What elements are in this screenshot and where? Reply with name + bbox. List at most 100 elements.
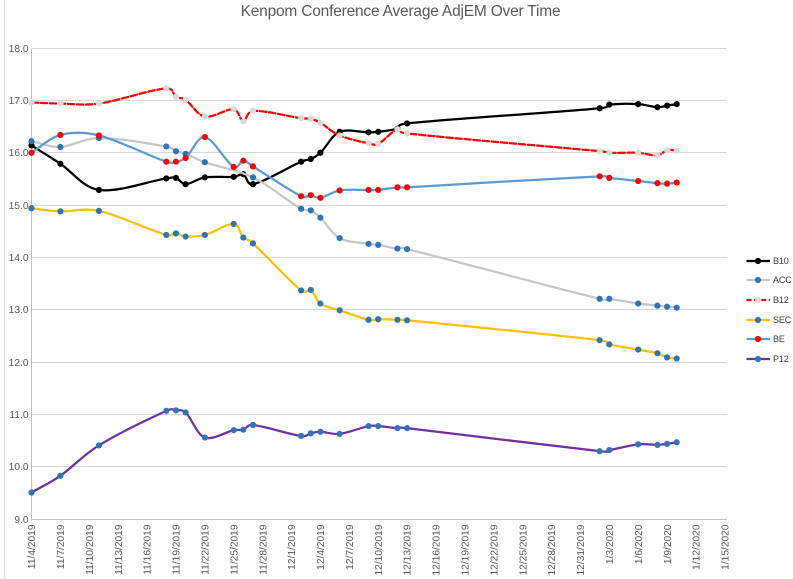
- series-marker-B12: [403, 130, 411, 137]
- legend-marker-P12: [754, 355, 761, 363]
- series-marker-BE: [403, 184, 411, 191]
- series-line-P12: [30, 408, 678, 494]
- series-marker-B12: [57, 100, 64, 107]
- series-marker-SEC: [307, 286, 314, 294]
- series-marker-BE: [606, 174, 613, 181]
- series-marker-SEC: [298, 287, 305, 294]
- y-tick-label: 10.0: [9, 462, 29, 473]
- series-marker-ACC: [596, 295, 603, 302]
- series-marker-BE: [201, 133, 208, 141]
- series-marker-P12: [635, 441, 642, 448]
- series-marker-SEC: [182, 233, 189, 240]
- series-marker-B10: [317, 149, 324, 156]
- x-tick-label: 11/7/2019: [56, 524, 67, 569]
- series-marker-SEC: [663, 354, 671, 361]
- series-marker-SEC: [240, 234, 247, 241]
- series-marker-B12: [375, 140, 382, 147]
- x-tick-label: 11/25/2019: [229, 524, 240, 575]
- x-tick-label: 1/9/2020: [663, 524, 674, 564]
- series-marker-BE: [298, 193, 305, 200]
- series-marker-B10: [249, 181, 257, 188]
- series-marker-B12: [365, 140, 372, 147]
- x-tick-label: 11/19/2019: [172, 524, 183, 575]
- series-marker-P12: [95, 442, 103, 449]
- legend-item-BE: BE: [746, 332, 792, 346]
- series-marker-B12: [298, 115, 305, 122]
- legend-swatch-P12: [746, 355, 770, 363]
- series-marker-SEC: [635, 346, 642, 353]
- series-marker-P12: [163, 407, 170, 414]
- series-marker-ACC: [163, 143, 170, 150]
- series-line-SEC: [30, 207, 678, 360]
- series-marker-B10: [172, 174, 180, 181]
- series-marker-B12: [230, 106, 237, 113]
- y-tick-label: 14.0: [9, 253, 29, 264]
- series-marker-B12: [596, 148, 603, 155]
- series-marker-B10: [182, 181, 189, 188]
- y-tick-label: 16.0: [9, 148, 29, 159]
- series-marker-SEC: [57, 208, 64, 215]
- series-marker-ACC: [606, 295, 613, 302]
- series-marker-SEC: [336, 307, 343, 314]
- series-marker-ACC: [336, 235, 343, 242]
- legend-label-B10: B10: [773, 255, 789, 266]
- series-marker-B12: [673, 147, 680, 154]
- series-marker-B12: [606, 149, 613, 156]
- series-marker-B12: [663, 147, 671, 154]
- x-tick-label: 12/16/2019: [432, 524, 443, 575]
- series-marker-B12: [28, 99, 35, 106]
- chart-left-border: [4, 0, 5, 579]
- series-marker-ACC: [249, 174, 257, 181]
- series-marker-P12: [596, 448, 603, 455]
- series-marker-B12: [635, 149, 642, 156]
- series-marker-BE: [240, 157, 247, 164]
- series-marker-P12: [230, 427, 237, 434]
- series-marker-SEC: [28, 205, 35, 212]
- x-tick-label: 11/22/2019: [201, 524, 212, 575]
- series-marker-BE: [307, 192, 314, 199]
- series-marker-B12: [201, 113, 208, 120]
- series-marker-B12: [394, 126, 401, 133]
- series-marker-SEC: [317, 300, 324, 307]
- legend-marker-BE: [754, 336, 761, 343]
- series-marker-ACC: [201, 159, 208, 166]
- series-marker-SEC: [394, 316, 401, 323]
- y-tick-label: 13.0: [9, 305, 29, 316]
- series-marker-B10: [606, 101, 613, 108]
- series-marker-BE: [663, 180, 671, 187]
- series-marker-B10: [654, 104, 661, 111]
- legend-marker-B12: [754, 296, 761, 303]
- series-marker-SEC: [375, 316, 382, 323]
- series-marker-BE: [230, 163, 237, 171]
- x-tick-label: 12/22/2019: [489, 524, 500, 575]
- series-marker-B10: [596, 105, 603, 112]
- series-marker-B12: [240, 118, 247, 125]
- x-tick-label: 11/28/2019: [258, 524, 269, 575]
- legend-item-SEC: SEC: [746, 313, 792, 327]
- legend-swatch-SEC: [746, 316, 770, 323]
- series-marker-B10: [635, 100, 642, 108]
- series-marker-P12: [240, 426, 247, 433]
- series-marker-B12: [182, 96, 189, 103]
- series-marker-P12: [249, 421, 257, 429]
- legend-marker-SEC: [754, 316, 761, 323]
- series-marker-ACC: [673, 304, 680, 311]
- legend-label-BE: BE: [773, 334, 785, 345]
- series-marker-B12: [307, 115, 314, 122]
- series-marker-SEC: [172, 230, 180, 237]
- series-marker-ACC: [307, 207, 314, 214]
- series-marker-B10: [673, 100, 680, 108]
- series-marker-B12: [317, 119, 324, 127]
- x-tick-label: 12/4/2019: [316, 524, 327, 570]
- series-marker-P12: [375, 422, 382, 430]
- x-tick-label: 12/1/2019: [287, 524, 298, 570]
- legend-swatch-B10: [746, 257, 770, 264]
- series-marker-BE: [182, 154, 189, 162]
- x-tick-label: 11/13/2019: [114, 524, 125, 575]
- legend-label-P12: P12: [773, 354, 789, 364]
- x-tick-label: 12/19/2019: [461, 524, 472, 575]
- series-marker-ACC: [663, 303, 671, 310]
- series-marker-B10: [57, 160, 64, 167]
- x-tick-label: 12/10/2019: [374, 524, 385, 575]
